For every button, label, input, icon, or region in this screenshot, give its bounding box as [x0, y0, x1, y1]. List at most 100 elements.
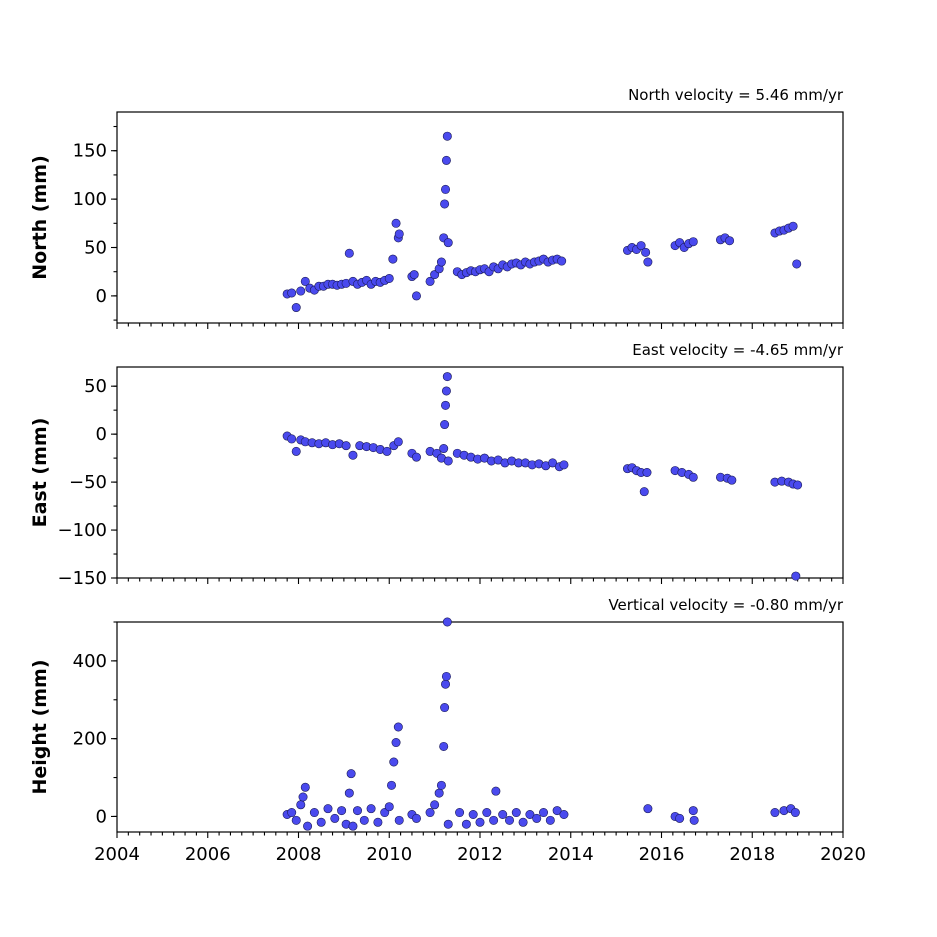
east-data-point: [440, 420, 450, 430]
east-data-point: [442, 372, 452, 382]
height-data-point: [296, 800, 306, 810]
north-data-point: [441, 155, 451, 165]
height-data-point: [391, 738, 401, 748]
height-data-point: [441, 679, 451, 689]
height-data-point: [518, 817, 528, 827]
height-data-point: [309, 808, 319, 818]
height-data-point: [337, 806, 347, 816]
north-data-point: [788, 221, 798, 231]
height-data-point: [373, 817, 383, 827]
height-data-point: [359, 815, 369, 825]
north-y-tick-label: 150: [73, 141, 107, 162]
north-panel: North velocity = 5.46 mm/yr North (mm) 0…: [29, 86, 844, 329]
height-data-point: [511, 808, 521, 818]
height-data-point: [393, 722, 403, 732]
east-data-point: [441, 400, 451, 410]
height-data-point: [387, 780, 397, 790]
height-data-point: [352, 806, 362, 816]
east-data-point: [393, 437, 403, 447]
height-data-point: [461, 819, 471, 829]
north-axis-label: North (mm): [29, 155, 51, 280]
north-data-point: [300, 276, 310, 286]
height-data-point: [323, 804, 333, 814]
east-data-point: [341, 441, 351, 451]
east-data-point: [727, 475, 737, 485]
height-data-point: [366, 804, 376, 814]
height-y-tick-label: 0: [96, 806, 107, 827]
north-data-point: [388, 254, 398, 264]
north-data-point: [440, 199, 450, 209]
height-data-point: [298, 792, 308, 802]
height-data-point: [482, 808, 492, 818]
x-tick-label: 2012: [457, 844, 503, 865]
north-data-point: [291, 303, 301, 313]
height-data-point: [439, 741, 449, 751]
east-y-tick-label: −50: [69, 472, 107, 493]
north-data-point: [725, 236, 735, 246]
height-data-point: [475, 817, 485, 827]
height-data-point: [440, 703, 450, 713]
height-data-point: [348, 821, 358, 831]
height-data-point: [344, 788, 354, 798]
height-data-point: [539, 808, 549, 818]
north-data-point: [425, 276, 435, 286]
north-data-point: [409, 270, 419, 280]
x-tick-label: 2014: [548, 844, 594, 865]
north-plot-frame: [116, 111, 844, 324]
north-y-tick-label: 0: [96, 286, 107, 307]
height-data-point: [455, 808, 465, 818]
height-data-point: [316, 817, 326, 827]
height-panel: Vertical velocity = -0.80 mm/yr Height (…: [29, 596, 866, 865]
north-data-point: [792, 259, 802, 269]
north-data-point: [557, 256, 567, 266]
x-tick-label: 2016: [639, 844, 685, 865]
x-tick-label: 2008: [276, 844, 322, 865]
height-data-point: [689, 815, 699, 825]
height-data-point: [430, 800, 440, 810]
east-y-tick-label: −100: [58, 520, 107, 541]
height-data-point: [688, 806, 698, 816]
east-plot-frame: [116, 366, 844, 579]
north-data-point: [441, 184, 451, 194]
east-data-point: [688, 472, 698, 482]
height-data-point: [504, 815, 514, 825]
height-data-point: [790, 808, 800, 818]
east-panel: East velocity = -4.65 mm/yr East (mm) −1…: [29, 341, 844, 589]
north-data-point: [344, 248, 354, 258]
height-plot-frame: [116, 621, 844, 833]
north-data-point: [394, 229, 404, 239]
east-data-point: [287, 434, 297, 444]
height-data-point: [443, 819, 453, 829]
east-data-point: [548, 458, 558, 468]
height-data-point: [525, 809, 535, 819]
height-data-point: [498, 809, 508, 819]
height-data-point: [441, 671, 451, 681]
height-data-point: [436, 780, 446, 790]
north-velocity-label: North velocity = 5.46 mm/yr: [628, 86, 844, 104]
height-y-tick-label: 200: [73, 729, 107, 750]
east-velocity-label: East velocity = -4.65 mm/yr: [632, 341, 844, 359]
height-data-point: [643, 804, 653, 814]
east-data-point: [559, 460, 569, 470]
north-data-point: [442, 131, 452, 141]
height-data-point: [434, 788, 444, 798]
x-tick-label: 2010: [366, 844, 412, 865]
east-y-tick-label: 0: [96, 424, 107, 445]
x-tick-label: 2006: [185, 844, 231, 865]
x-tick-label: 2004: [94, 844, 140, 865]
east-data-point: [291, 446, 301, 456]
north-y-tick-label: 100: [73, 189, 107, 210]
east-data-point: [443, 456, 453, 466]
vertical-velocity-label: Vertical velocity = -0.80 mm/yr: [608, 596, 843, 614]
height-data-point: [384, 802, 394, 812]
height-data-point: [552, 806, 562, 816]
height-y-tick-label: 400: [73, 651, 107, 672]
north-y-tick-label: 50: [84, 238, 107, 259]
east-data-point: [439, 444, 449, 454]
height-data-point: [675, 813, 685, 823]
height-data-point: [489, 815, 499, 825]
north-data-point: [436, 257, 446, 267]
east-data-point: [642, 467, 652, 477]
north-data-point: [384, 273, 394, 283]
